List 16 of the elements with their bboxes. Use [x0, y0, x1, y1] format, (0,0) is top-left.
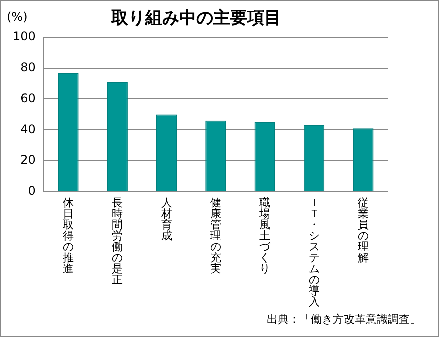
- source-note: 出典：「働き方改革意識調査」: [267, 313, 421, 326]
- y-tick-label: 40: [20, 122, 36, 136]
- y-tick-label: 100: [13, 30, 36, 44]
- x-tick-label: 長時間労働の是正: [112, 196, 124, 286]
- chart-title: 取り組み中の主要項目: [110, 8, 282, 29]
- x-tick-label: 人材育成: [160, 196, 172, 242]
- y-tick-label: 80: [20, 60, 36, 74]
- y-axis-title: (%): [7, 10, 28, 24]
- x-tick-label: 健康管理の充実: [210, 196, 222, 276]
- x-tick-label: 従業員の理解: [358, 196, 369, 264]
- y-tick-label: 20: [20, 153, 36, 168]
- y-tick-label: 60: [20, 91, 36, 106]
- y-tick-label: 0: [28, 184, 36, 198]
- x-tick-label: 休日取得の推進: [62, 196, 74, 276]
- x-tick-label: 職場風土づくり: [258, 196, 272, 276]
- category-label: ＩＴ・システムの導入: [308, 196, 320, 308]
